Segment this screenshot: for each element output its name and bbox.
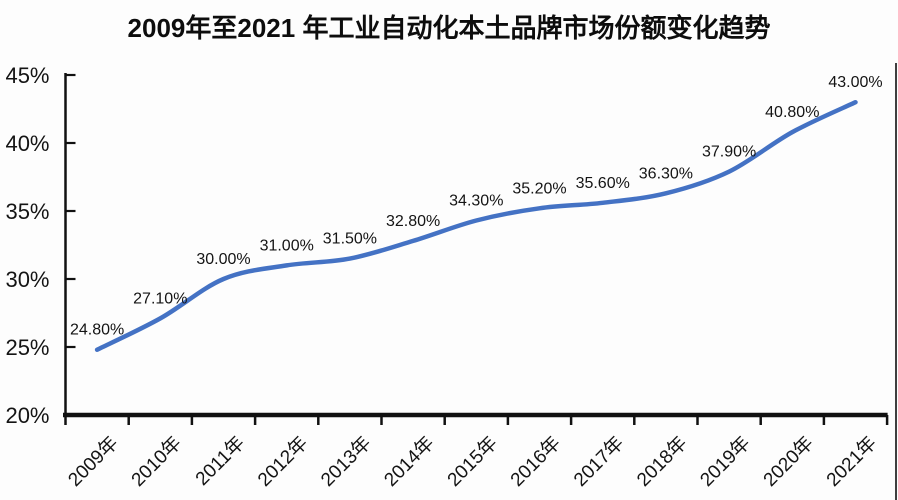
x-axis-label: 2021年 (822, 432, 881, 491)
data-label: 37.90% (702, 144, 756, 161)
data-label: 40.80% (765, 104, 819, 121)
x-axis-label: 2019年 (696, 432, 755, 491)
data-label: 31.00% (260, 237, 314, 254)
data-label: 32.80% (386, 213, 440, 230)
data-label: 31.50% (323, 231, 377, 248)
y-axis-label: 40% (5, 131, 49, 156)
x-axis-label: 2011年 (191, 432, 249, 490)
y-axis-label: 45% (5, 63, 49, 88)
data-label: 30.00% (196, 251, 250, 268)
y-axis-label: 35% (5, 199, 49, 224)
x-axis-label: 2014年 (380, 432, 439, 491)
y-axis-label: 25% (5, 335, 49, 360)
x-axis-label: 2013年 (317, 432, 376, 491)
y-axis-label: 20% (5, 403, 49, 428)
x-axis-label: 2012年 (253, 432, 312, 491)
x-axis-label: 2018年 (633, 432, 692, 491)
data-label: 24.80% (70, 322, 124, 339)
data-label: 43.00% (828, 74, 882, 91)
x-axis-label: 2009年 (64, 432, 123, 491)
x-axis-label: 2010年 (127, 432, 186, 491)
trend-line (94, 99, 858, 352)
data-label: 36.30% (639, 165, 693, 182)
data-label: 35.20% (512, 180, 566, 197)
x-axis-label: 2017年 (569, 432, 628, 491)
y-axis-label: 30% (5, 267, 49, 292)
chart-title: 2009年至2021 年工业自动化本土品牌市场份额变化趋势 (127, 13, 771, 43)
data-label: 27.10% (133, 290, 187, 307)
x-axis-label: 2020年 (759, 432, 818, 491)
x-axis-label: 2015年 (443, 432, 502, 491)
data-label: 35.60% (576, 175, 630, 192)
x-axis-label: 2016年 (506, 432, 565, 491)
data-label: 34.30% (449, 193, 503, 210)
